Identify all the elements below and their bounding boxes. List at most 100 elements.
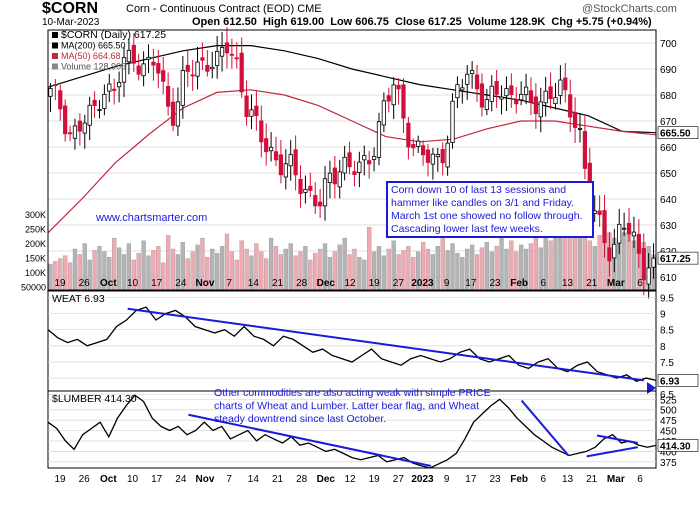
candle-body	[622, 227, 627, 230]
candle-body	[254, 105, 259, 117]
lumber-y-tick-label: 500	[660, 406, 677, 417]
volume-bar	[283, 248, 288, 291]
volume-bar	[479, 247, 485, 291]
candle-body	[381, 100, 386, 126]
volume-bar	[435, 246, 440, 291]
change-value: Chg +5.75 (+0.94%)	[551, 16, 652, 28]
candle-body	[367, 160, 372, 165]
ohlc-summary: Open 612.50 High 619.00 Low 606.75 Close…	[192, 16, 652, 28]
lumber-trendline	[586, 446, 638, 458]
corn-y-tick-label: 680	[660, 91, 677, 102]
wheat-y-tick-label: 6.5	[660, 390, 674, 401]
volume-tick-label: 50000	[21, 283, 46, 293]
wheat-y-tick-label: 8.5	[660, 326, 674, 337]
bottom-x-tick-label: 21	[272, 474, 284, 485]
candle-body	[332, 167, 337, 185]
corn-x-tick-label: Mar	[607, 278, 625, 289]
corn-x-tick-label: 27	[393, 278, 405, 289]
candle-body	[175, 101, 181, 127]
candle-body	[420, 145, 426, 156]
volume-bar	[484, 242, 489, 291]
candle-body	[572, 112, 578, 128]
corn-x-tick-label: 21	[272, 278, 284, 289]
candle-body	[568, 94, 573, 118]
bottom-x-tick-label: 14	[248, 474, 260, 485]
corn-x-tick-label: 17	[151, 278, 163, 289]
candle-body	[72, 125, 78, 139]
volume-bar	[190, 251, 195, 291]
candle-body	[362, 155, 367, 161]
corn-x-tick-label: 9	[444, 278, 450, 289]
candle-body	[185, 64, 190, 72]
candle-body	[48, 88, 53, 97]
legend-swatch	[52, 32, 58, 38]
bottom-x-tick-label: 17	[151, 474, 163, 485]
volume-bar	[146, 255, 151, 291]
legend-swatch	[52, 53, 58, 59]
candle-body	[460, 87, 465, 91]
candle-body	[313, 195, 318, 207]
candle-body	[631, 231, 637, 237]
volume-bar	[239, 240, 244, 291]
volume-bar	[72, 248, 78, 291]
corn-y-tick-label: 630	[660, 221, 677, 232]
commodities-note: Other commodities are also acting weak w…	[214, 387, 491, 425]
candle-body	[450, 100, 455, 143]
lumber-legend: $LUMBER 414.30	[52, 393, 137, 405]
bottom-x-tick-label: 23	[489, 474, 501, 485]
candle-body	[318, 201, 323, 207]
low-value: Low 606.75	[330, 16, 389, 28]
candle-body	[195, 61, 200, 77]
candle-body	[479, 83, 485, 108]
volume-bar	[406, 246, 411, 291]
corn-x-tick-label: 19	[54, 278, 66, 289]
candle-body	[112, 88, 117, 91]
chart-date: 10-Mar-2023	[42, 17, 100, 28]
candle-body	[543, 90, 548, 104]
candle-body	[121, 57, 127, 83]
candle-body	[249, 109, 254, 117]
bottom-x-tick-label: 26	[79, 474, 91, 485]
candle-body	[626, 222, 632, 235]
candle-body	[430, 153, 436, 165]
candle-body	[82, 122, 87, 134]
volume-tick-label: 100K	[25, 268, 46, 278]
volume-tick-label: 300K	[25, 210, 46, 220]
corn-x-tick-label: Dec	[317, 278, 336, 289]
lumber-trendline	[520, 399, 570, 457]
lumber-y-tick-label: 450	[660, 427, 677, 438]
candle-body	[180, 70, 185, 106]
candle-body	[298, 178, 303, 194]
candle-body	[445, 142, 450, 168]
lumber-last-value-tag: 414.30	[660, 441, 691, 452]
candle-body	[357, 161, 362, 173]
ma200-price-tag: 665.50	[660, 129, 691, 140]
candle-body	[190, 74, 195, 77]
candle-body	[617, 223, 622, 244]
candle-body	[396, 84, 401, 90]
corn-x-tick-label: 7	[226, 278, 232, 289]
candle-body	[116, 82, 122, 88]
corn-legend-ma50: MA(50) 664.68	[61, 51, 121, 61]
bottom-x-tick-label: Nov	[196, 474, 215, 485]
candle-body	[161, 70, 166, 82]
candle-body	[563, 77, 568, 91]
candle-body	[107, 83, 112, 92]
candle-body	[352, 171, 357, 175]
high-value: High 619.00	[262, 16, 325, 28]
close-value: Close 617.25	[395, 16, 462, 28]
wheat-y-tick-label: 9.5	[660, 293, 674, 304]
corn-y-tick-label: 640	[660, 195, 677, 206]
candle-body	[371, 156, 377, 160]
corn-y-tick-label: 660	[660, 143, 677, 154]
corn-callout-box: Corn down 10 of last 13 sessions and ham…	[386, 181, 594, 238]
volume-bar	[308, 259, 313, 291]
volume-bar	[386, 248, 391, 291]
lumber-y-tick-label: 375	[660, 458, 677, 469]
corn-x-tick-label: 26	[79, 278, 91, 289]
candle-body	[538, 101, 543, 118]
candle-body	[303, 188, 308, 193]
candle-body	[386, 95, 391, 102]
candle-body	[97, 108, 102, 111]
candle-body	[607, 247, 612, 262]
